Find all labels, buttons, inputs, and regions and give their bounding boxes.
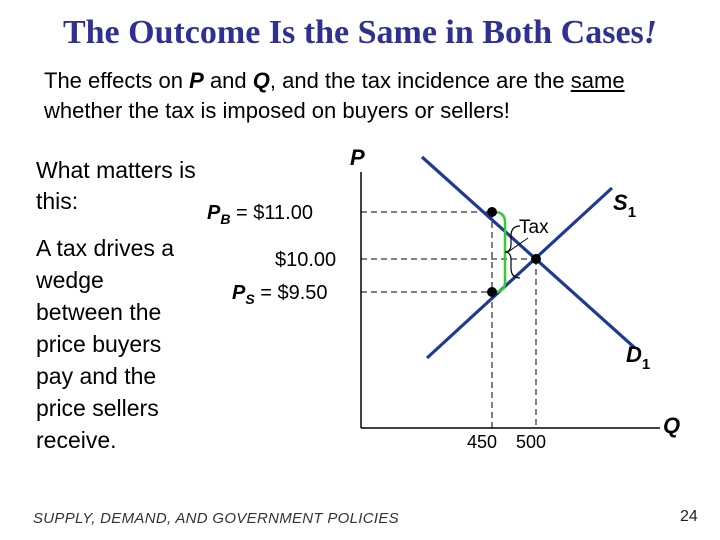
- seller-price-point: [487, 287, 497, 297]
- supply-curve: [425, 186, 614, 360]
- slide-title-exclaim: !: [643, 14, 658, 51]
- subtitle-var-q: Q: [252, 68, 270, 93]
- subtitle-part-3: , and the tax incidence are the: [269, 68, 571, 93]
- ps-label-rest: = $9.50: [255, 282, 328, 304]
- slide-subtitle: The effects on P and Q, and the tax inci…: [44, 66, 694, 126]
- wedge-explanation-text: A tax drives a wedge between the price b…: [36, 235, 175, 453]
- pb-label-rest: = $11.00: [230, 202, 312, 224]
- buyer-price-point: [487, 207, 497, 217]
- subtitle-same: same: [570, 68, 625, 93]
- what-matters-text: What matters is this:: [36, 157, 196, 214]
- supply-label: S1: [613, 190, 636, 221]
- subtitle-part-1: The effects on: [44, 68, 190, 93]
- subtitle-part-2: and: [203, 68, 253, 93]
- x-axis-label: Q: [663, 413, 680, 438]
- slide-title: The Outcome Is the Same in Both Cases!: [0, 14, 720, 52]
- equilibrium-point: [531, 254, 541, 264]
- demand-label-sub: 1: [642, 356, 650, 373]
- ps-label-p: P: [232, 282, 246, 304]
- demand-label: D1: [626, 342, 650, 373]
- supply-label-sub: 1: [628, 204, 636, 221]
- tax-curly-brace: [504, 225, 521, 279]
- slide-title-text: The Outcome Is the Same in Both Cases: [62, 14, 644, 51]
- q-tick-500: 500: [516, 432, 546, 452]
- supply-label-main: S: [613, 190, 628, 215]
- ps-label-sub: S: [245, 291, 255, 307]
- y-axis-label: P: [350, 145, 365, 170]
- demand-curve: [420, 155, 637, 350]
- tax-pointer-line: [507, 237, 529, 253]
- ps-label: PS = $9.50: [232, 282, 328, 307]
- pb-label: PB = $11.00: [207, 202, 313, 227]
- q-tick-450: 450: [467, 432, 497, 452]
- tax-label: Tax: [519, 217, 549, 238]
- demand-label-main: D: [626, 342, 642, 367]
- subtitle-var-p: P: [189, 68, 204, 93]
- footer-text: SUPPLY, DEMAND, AND GOVERNMENT POLICIES: [33, 510, 399, 527]
- page-number: 24: [680, 508, 698, 525]
- subtitle-part-4: whether the tax is imposed on buyers or …: [44, 98, 510, 123]
- pb-label-sub: B: [220, 211, 230, 227]
- pb-label-p: P: [207, 202, 221, 224]
- mid-price-label: $10.00: [275, 249, 336, 271]
